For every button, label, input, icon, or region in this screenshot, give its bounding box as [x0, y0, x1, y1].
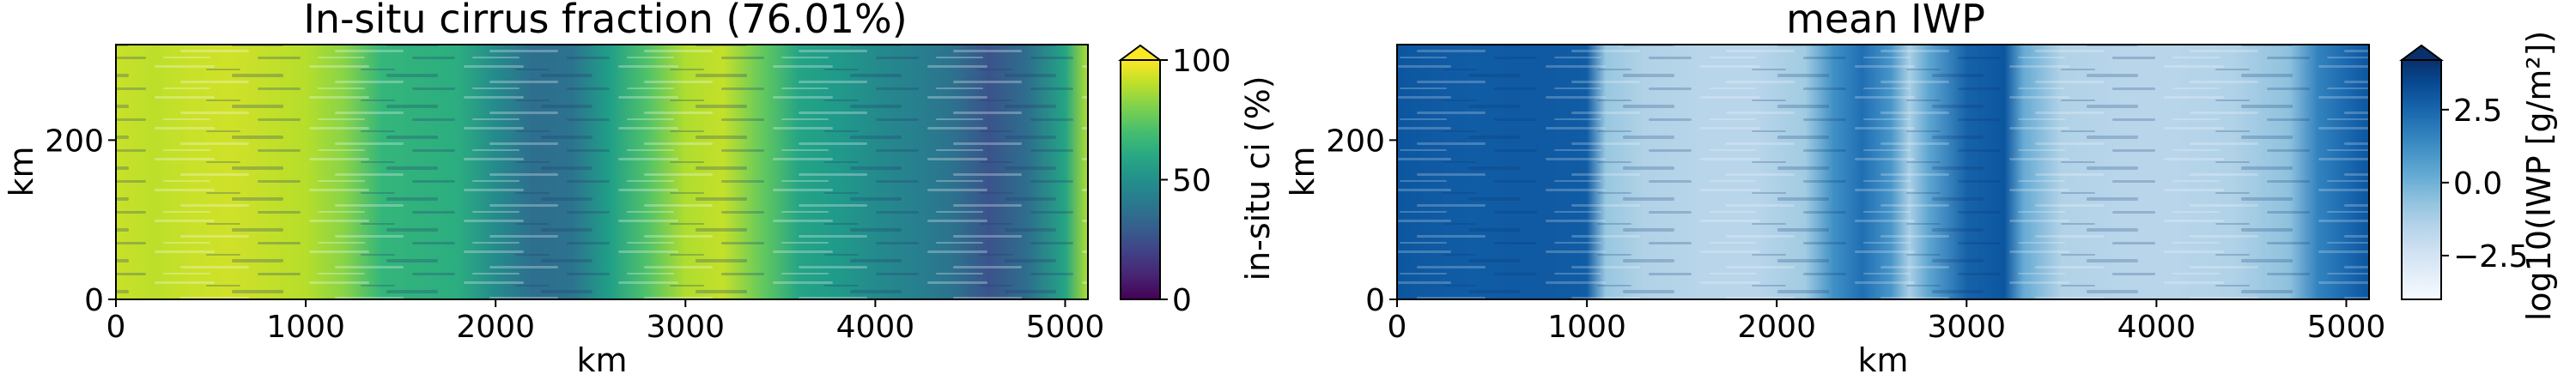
iwp-plot-frame [1396, 44, 2370, 300]
cirrus-colorbar-label: in-situ ci (%) [1239, 75, 1277, 280]
colorbar-tick-label: 100 [1172, 44, 1231, 79]
y-tick-label: 200 [1326, 124, 1385, 159]
colorbar-tick-label: 0.0 [2453, 166, 2502, 202]
iwp-colorbar [2401, 59, 2442, 300]
x-tick-label: 2000 [1737, 310, 1816, 345]
iwp-chart-title: mean IWP [1786, 0, 1985, 42]
colorbar-tick-label: 2.5 [2453, 93, 2502, 129]
cirrus-colorbar-extend [1117, 44, 1163, 61]
x-tick-label: 3000 [646, 310, 725, 345]
x-tick-label: 5000 [1026, 310, 1105, 345]
cirrus-y-ticks: 0 200 [45, 124, 116, 318]
cirrus-heatmap-texture [116, 45, 1088, 299]
iwp-y-axis-label: km [1284, 146, 1321, 196]
cirrus-colorbar [1120, 59, 1161, 300]
y-tick-label: 200 [45, 124, 104, 159]
cirrus-x-ticks: 0 1000 2000 3000 4000 5000 [106, 299, 1105, 345]
iwp-heatmap-texture [1397, 45, 2369, 299]
iwp-x-ticks: 0 1000 2000 3000 4000 5000 [1388, 299, 2386, 345]
colorbar-tick-label: 0 [1172, 283, 1192, 318]
cirrus-chart-title: In-situ cirrus fraction (76.01%) [303, 0, 907, 42]
mean-iwp-panel: mean IWP 0 1000 2000 3000 4000 5000 0 200 km k… [1284, 0, 2558, 379]
cirrus-y-axis-label: km [3, 146, 40, 196]
colorbar-tick-label: 50 [1172, 164, 1212, 199]
iwp-colorbar-ticks: −2.5 0.0 2.5 [2441, 93, 2528, 274]
iwp-colorbar-extend [2398, 44, 2445, 61]
y-tick-label: 0 [1365, 283, 1385, 318]
x-tick-label: 2000 [456, 310, 535, 345]
iwp-x-axis-label: km [1857, 341, 1908, 379]
cirrus-colorbar-ticks: 0 50 100 [1160, 44, 1231, 318]
cirrus-plot-frame [115, 44, 1089, 300]
y-tick-label: 0 [84, 283, 104, 318]
iwp-y-ticks: 0 200 [1326, 124, 1397, 318]
x-tick-label: 4000 [2117, 310, 2196, 345]
iwp-colorbar-label: log10(IWP [g/m²]) [2520, 31, 2558, 322]
cirrus-x-axis-label: km [576, 341, 627, 379]
x-tick-label: 4000 [836, 310, 915, 345]
x-tick-label: 0 [106, 310, 126, 345]
x-tick-label: 1000 [1547, 310, 1626, 345]
colorbar-tick-label: −2.5 [2453, 239, 2528, 274]
x-tick-label: 5000 [2307, 310, 2386, 345]
x-tick-label: 0 [1388, 310, 1407, 345]
cirrus-fraction-panel: In-situ cirrus fraction (76.01%) 0 1000 20… [3, 0, 1277, 379]
x-tick-label: 3000 [1927, 310, 2006, 345]
x-tick-label: 1000 [266, 310, 345, 345]
